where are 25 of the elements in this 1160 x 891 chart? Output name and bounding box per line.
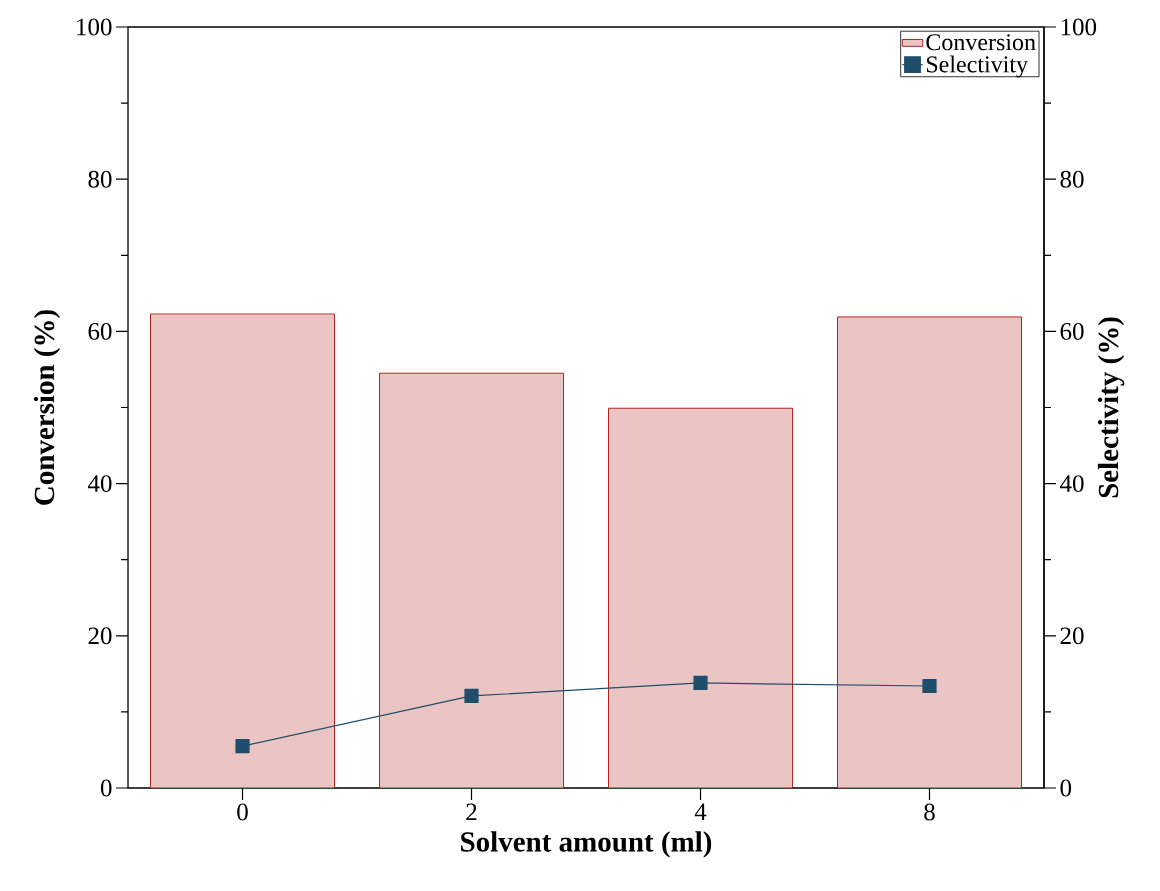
x-tick-label: 8 [924, 803, 935, 821]
y2-tick-label: 0 [1060, 779, 1072, 797]
y-tick-label: 0 [100, 779, 112, 797]
y2-tick-label: 20 [1060, 627, 1084, 645]
y-tick-label: 100 [77, 18, 112, 36]
y-axis-title: Conversion (%) [33, 310, 61, 505]
y2-tick-label: 60 [1060, 322, 1084, 340]
point [922, 678, 937, 694]
x-tick-label: 2 [466, 803, 477, 821]
y2-tick-label: 100 [1061, 18, 1097, 36]
y-tick-label: 40 [87, 475, 112, 493]
y2-tick-label: 40 [1060, 475, 1084, 493]
x-axis-title: Solvent amount (ml) [461, 831, 712, 858]
point [235, 739, 250, 754]
y-tick-label: 20 [88, 627, 112, 645]
y2-tick-label: 80 [1060, 170, 1084, 188]
legend-label: Selectivity [926, 55, 1028, 78]
x-tick-label: 0 [237, 803, 248, 821]
y2-axis-title: Selectivity (%) [1097, 317, 1125, 498]
point [693, 675, 708, 691]
legend-label: Conversion [926, 34, 1036, 51]
y-tick-label: 60 [88, 322, 112, 340]
point [464, 688, 479, 704]
y-tick-label: 80 [88, 170, 112, 188]
x-tick-label: 4 [694, 803, 707, 820]
